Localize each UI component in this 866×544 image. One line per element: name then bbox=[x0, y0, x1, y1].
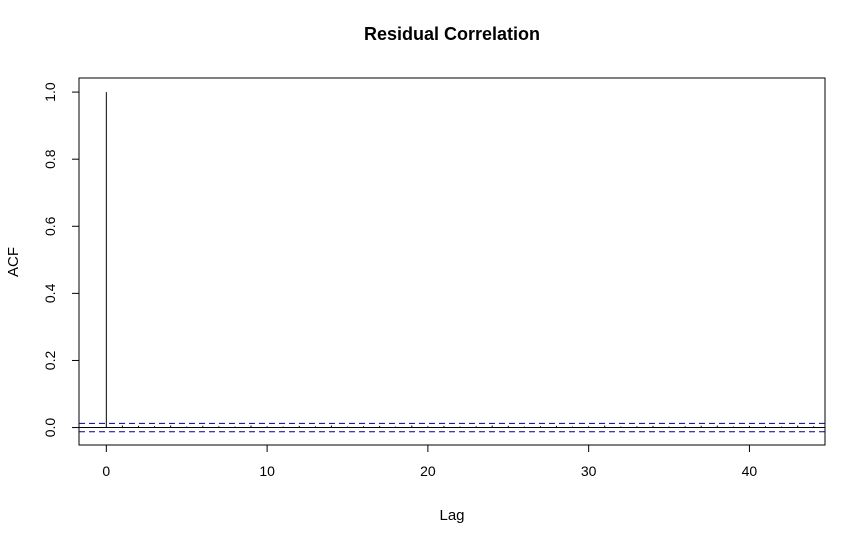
y-axis-label: ACF bbox=[5, 247, 22, 277]
y-axis: 0.0 0.2 0.4 0.6 0.8 1.0 bbox=[42, 82, 80, 438]
x-tick-label: 10 bbox=[259, 463, 275, 479]
chart-title: Residual Correlation bbox=[364, 24, 540, 44]
x-axis: 0 10 20 30 40 bbox=[102, 444, 758, 479]
confidence-bounds bbox=[79, 422, 825, 433]
y-tick-label: 0.2 bbox=[42, 351, 58, 371]
y-tick-label: 0.0 bbox=[42, 418, 58, 438]
x-tick-label: 20 bbox=[420, 463, 436, 479]
acf-lines bbox=[105, 92, 815, 428]
y-tick-label: 0.8 bbox=[42, 149, 58, 169]
plot-frame bbox=[78, 77, 826, 446]
y-tick-label: 1.0 bbox=[42, 82, 58, 102]
x-axis-label: Lag bbox=[439, 507, 464, 524]
y-tick-label: 0.6 bbox=[42, 216, 58, 236]
x-tick-label: 30 bbox=[581, 463, 597, 479]
y-tick-label: 0.4 bbox=[42, 283, 58, 303]
x-tick-label: 0 bbox=[102, 463, 110, 479]
x-tick-label: 40 bbox=[742, 463, 758, 479]
